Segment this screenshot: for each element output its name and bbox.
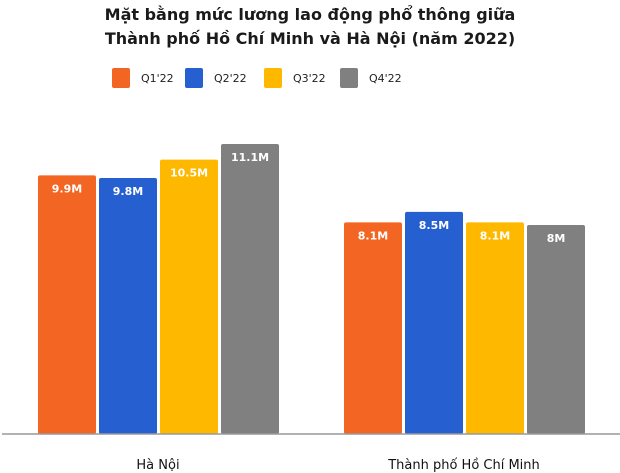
legend: Q1'22 Q2'22 Q3'22 Q4'22 <box>112 68 402 88</box>
bar-1-1 <box>38 175 96 434</box>
category-label-ha-noi: Hà Nội <box>136 458 179 473</box>
data-label-2-2: 8.5M <box>419 219 449 232</box>
chart-title-line-1: Mặt bằng mức lương lao động phổ thông gi… <box>105 5 516 24</box>
category-label-hcm: Thành phố Hồ Chí Minh <box>387 458 540 473</box>
legend-label-1: Q1'22 <box>141 72 174 85</box>
bar-1-4 <box>221 144 279 434</box>
bars: 9.9M 8.1M 9.8M 8.5M 10.5M 8.1M 11.1M 8M <box>38 144 585 435</box>
data-label-2-1: 8.1M <box>358 229 388 242</box>
legend-swatch-1 <box>112 68 130 88</box>
bar-1-3 <box>160 159 218 435</box>
bar-2-4 <box>527 224 585 434</box>
data-label-2-4: 8M <box>547 232 566 245</box>
data-label-1-4: 11.1M <box>231 151 269 164</box>
legend-label-3: Q3'22 <box>293 72 326 85</box>
legend-swatch-2 <box>185 68 203 88</box>
data-label-1-1: 9.9M <box>52 182 82 195</box>
legend-label-4: Q4'22 <box>369 72 402 85</box>
bar-1-2 <box>99 177 157 434</box>
data-label-1-3: 10.5M <box>170 167 208 180</box>
chart-title-line-2: Thành phố Hồ Chí Minh và Hà Nội (năm 202… <box>105 29 515 48</box>
data-label-1-2: 9.8M <box>113 185 143 198</box>
bar-2-3 <box>466 222 524 434</box>
legend-swatch-3 <box>264 68 282 88</box>
bar-2-2 <box>405 211 463 434</box>
legend-label-2: Q2'22 <box>214 72 247 85</box>
bar-2-1 <box>344 222 402 434</box>
legend-swatch-4 <box>340 68 358 88</box>
data-label-2-3: 8.1M <box>480 229 510 242</box>
